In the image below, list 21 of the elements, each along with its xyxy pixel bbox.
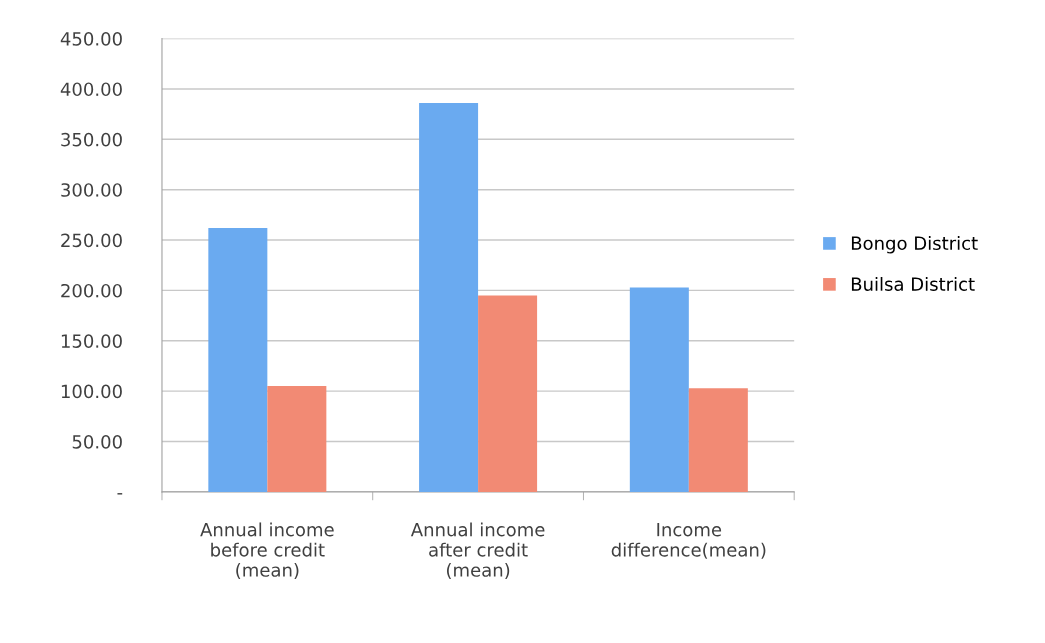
y-tick-label: 250.00 <box>61 233 122 248</box>
bar <box>478 295 538 492</box>
y-tick-label: 50.00 <box>72 434 122 449</box>
legend-label: Bongo District <box>851 236 978 254</box>
bar <box>208 227 268 492</box>
bar <box>267 386 327 492</box>
y-tick-label: 450.00 <box>60 32 122 46</box>
x-tick-label: Annual income after credit (mean) <box>410 522 545 579</box>
y-tick-label: 150.00 <box>61 334 122 348</box>
x-tick-label: Income difference(mean) <box>611 523 766 559</box>
bar <box>688 388 748 492</box>
x-tick-label: Annual income before credit (mean) <box>200 522 334 579</box>
y-tick-label: 400.00 <box>60 82 122 97</box>
y-tick-label: 200.00 <box>61 283 122 298</box>
y-tick-label: - <box>117 493 123 495</box>
y-tick-label: 300.00 <box>61 183 122 197</box>
y-tick-label: 350.00 <box>61 132 122 147</box>
legend-label: Builsa District <box>851 276 975 291</box>
bar <box>419 103 479 492</box>
y-tick-label: 100.00 <box>61 384 122 399</box>
bar <box>629 287 689 492</box>
